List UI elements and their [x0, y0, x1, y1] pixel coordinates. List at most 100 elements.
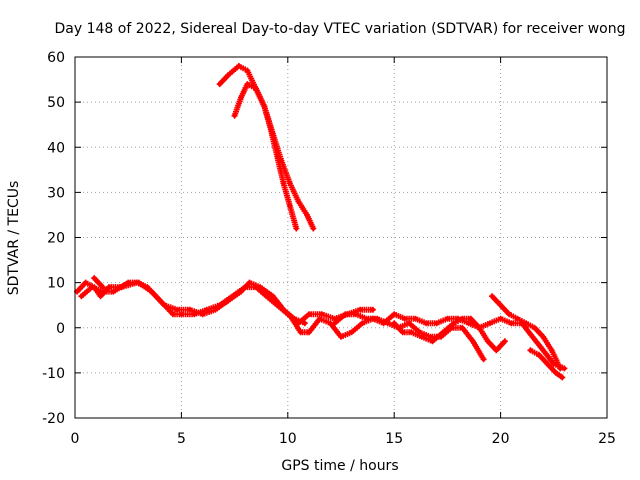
data-point [423, 321, 429, 326]
data-point [236, 63, 242, 69]
series-track-9 [489, 293, 564, 372]
data-point [179, 312, 184, 317]
data-point [245, 81, 250, 87]
data-point [392, 321, 397, 326]
data-point [417, 330, 422, 335]
data-point [238, 289, 244, 294]
data-point [434, 321, 439, 326]
y-tick-label: 40 [47, 140, 65, 156]
data-point [111, 289, 116, 294]
data-point [506, 312, 512, 317]
data-point [270, 294, 276, 299]
data-point [226, 72, 231, 78]
y-tick-label: 20 [47, 231, 65, 247]
data-point [509, 321, 514, 326]
data-point [400, 330, 405, 335]
x-axis-title: GPS time / hours [281, 458, 398, 474]
data-point [238, 95, 244, 100]
data-point [281, 181, 286, 186]
data-point [419, 334, 425, 339]
x-tick-label: 15 [385, 431, 403, 447]
data-point [187, 307, 193, 312]
data-point [74, 289, 80, 294]
data-point [515, 316, 520, 321]
data-point [174, 307, 180, 312]
data-point [232, 113, 237, 118]
data-point [245, 68, 250, 73]
y-tick-label: 0 [56, 321, 65, 337]
data-point [370, 307, 376, 312]
x-tick-label: 5 [177, 431, 186, 447]
data-point [460, 325, 465, 330]
data-point [226, 298, 231, 303]
y-tick-label: 50 [47, 95, 65, 111]
data-point [98, 294, 103, 299]
data-point [532, 325, 537, 330]
data-point [498, 316, 503, 321]
data-point [430, 339, 435, 344]
data-point [553, 370, 559, 376]
data-point [302, 321, 307, 326]
data-point [306, 312, 312, 317]
data-point [338, 334, 344, 339]
data-point [217, 81, 222, 87]
data-point [162, 303, 167, 308]
data-point [460, 316, 465, 321]
data-point [298, 330, 303, 335]
data-point [523, 321, 529, 326]
data-point [502, 339, 508, 344]
data-point [353, 312, 359, 317]
data-point [541, 334, 546, 339]
data-point [494, 348, 499, 353]
data-point [489, 294, 495, 299]
data-point [375, 316, 380, 321]
data-point [413, 316, 418, 321]
x-tick-label: 20 [492, 431, 510, 447]
data-point [268, 127, 273, 132]
data-point [402, 316, 407, 321]
data-point [281, 307, 286, 312]
series-track-8 [391, 315, 508, 354]
data-point [485, 339, 490, 344]
data-point [287, 203, 293, 209]
data-point [541, 348, 546, 353]
data-point [304, 212, 310, 218]
data-point [528, 348, 533, 353]
data-point [296, 199, 301, 204]
y-tick-label: -10 [42, 366, 65, 382]
data-point [358, 307, 363, 312]
data-point [149, 289, 154, 294]
data-point [306, 330, 312, 335]
data-point [406, 321, 412, 326]
grid-layer [75, 57, 607, 418]
data-point [385, 321, 390, 326]
data-point [136, 280, 141, 285]
data-point [562, 366, 567, 371]
data-point [100, 289, 105, 294]
data-point [545, 361, 550, 367]
data-point [83, 280, 88, 285]
y-tick-label: -20 [42, 411, 65, 427]
series-track-3 [91, 275, 106, 291]
data-point [487, 321, 493, 326]
data-point [289, 316, 295, 321]
data-point [311, 226, 316, 231]
x-tick-label: 0 [71, 431, 80, 447]
data-point [558, 366, 563, 371]
data-point [451, 321, 456, 326]
data-point [343, 312, 348, 317]
y-tick-label: 10 [47, 276, 65, 292]
data-point [392, 312, 397, 317]
y-axis-title: SDTVAR / TECUs [6, 181, 22, 296]
data-point [89, 284, 95, 290]
data-point [498, 303, 503, 308]
tick-layer: 0 5 10 15 20 25 -20 -10 0 10 20 30 40 50 60 [42, 50, 616, 447]
data-point [470, 339, 476, 344]
data-point [257, 284, 263, 290]
data-point [275, 154, 280, 159]
data-point [530, 334, 535, 339]
y-tick-label: 30 [47, 185, 65, 201]
data-point [536, 352, 542, 357]
